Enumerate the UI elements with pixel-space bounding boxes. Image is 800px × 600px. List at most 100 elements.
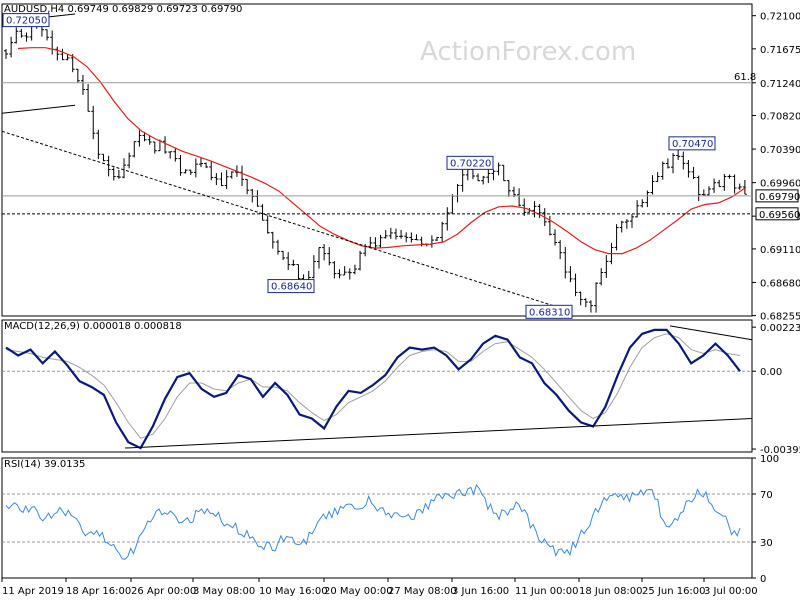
y-tick-label: 0.72100 xyxy=(760,12,800,23)
price-bar xyxy=(163,136,168,154)
price-annotation: 0.72050 xyxy=(2,13,50,28)
price-bar xyxy=(60,48,65,61)
y-tick-label: 0.70390 xyxy=(760,145,800,156)
price-bar xyxy=(122,158,127,179)
price-bar xyxy=(553,229,558,246)
price-bar xyxy=(532,201,537,218)
price-bar xyxy=(537,203,542,218)
price-bar xyxy=(9,36,14,58)
price-bar xyxy=(14,27,19,44)
price-bar xyxy=(45,29,50,41)
macd-line xyxy=(5,328,741,450)
price-bar xyxy=(388,227,393,239)
price-bar xyxy=(229,171,234,179)
price-bar xyxy=(645,190,650,208)
price-bar xyxy=(414,234,419,241)
price-bar xyxy=(399,229,404,239)
macd-signal-line xyxy=(5,333,741,439)
annotation-box xyxy=(267,279,315,294)
price-annotation: 0.70470 xyxy=(668,136,716,151)
price-bar xyxy=(496,162,501,176)
price-bar xyxy=(696,175,701,202)
y-tick-label: 0.69960 xyxy=(760,179,800,190)
price-bar xyxy=(701,189,706,196)
price-bar xyxy=(624,219,629,229)
price-bar xyxy=(337,269,342,279)
moving-average-line xyxy=(17,47,747,255)
x-tick-label: 11 Jun 00:00 xyxy=(515,586,579,597)
price-bar xyxy=(347,268,352,280)
price-bar xyxy=(132,141,137,158)
price-bar xyxy=(327,247,332,266)
price-bar xyxy=(75,68,80,83)
price-bar xyxy=(614,224,619,251)
price-bar xyxy=(558,240,563,260)
price-bar xyxy=(24,32,29,42)
price-bar xyxy=(717,179,722,188)
price-bar xyxy=(173,148,178,162)
price-bar xyxy=(281,250,286,261)
price-bar xyxy=(460,167,465,192)
price-bar xyxy=(286,252,291,270)
price-bar xyxy=(619,220,624,233)
price-bar xyxy=(332,261,337,279)
annotation-text: 0.70470 xyxy=(672,139,713,150)
price-axis-marker: 0.69560 xyxy=(755,207,800,221)
y-tick-label: 0 xyxy=(760,574,766,585)
price-bar xyxy=(291,259,296,266)
rsi-panel: 100 70 30 0 xyxy=(1,454,779,585)
price-bar xyxy=(676,149,681,160)
price-bar xyxy=(629,214,634,228)
annotation-text: 0.68310 xyxy=(529,307,570,318)
price-bar xyxy=(742,179,747,195)
price-bar xyxy=(193,158,198,178)
price-bar xyxy=(358,250,363,271)
price-bar xyxy=(19,29,24,38)
price-bar xyxy=(681,151,686,170)
price-bar xyxy=(265,215,270,234)
x-tick-label: 11 Apr 2019 xyxy=(2,586,64,597)
price-bar xyxy=(147,135,152,145)
annotation-text: 0.70220 xyxy=(450,158,491,169)
price-bar xyxy=(517,188,522,207)
price-bar xyxy=(204,162,209,169)
x-axis: 11 Apr 2019 18 Apr 16:00 26 Apr 00:003 May… xyxy=(1,578,758,597)
price-bar xyxy=(686,159,691,178)
price-bar xyxy=(311,255,316,279)
price-bar xyxy=(486,168,491,184)
price-bar xyxy=(440,221,445,242)
fib-level-label: 61.8 xyxy=(734,72,756,83)
price-bar xyxy=(383,230,388,239)
axis-marker-box xyxy=(755,189,799,203)
channel-line xyxy=(1,104,76,114)
price-bar xyxy=(727,174,732,179)
price-bar xyxy=(737,183,742,190)
price-bar xyxy=(352,264,357,275)
annotation-box xyxy=(2,13,50,28)
watermark: ActionForex.com xyxy=(420,37,636,67)
price-bar xyxy=(4,49,8,59)
price-bar xyxy=(270,231,275,249)
price-bar xyxy=(188,169,193,176)
price-bar xyxy=(116,169,121,179)
price-bar xyxy=(563,247,568,279)
price-bar xyxy=(481,175,486,185)
price-bar xyxy=(722,174,727,191)
x-tick-label: 18 Jun 08:00 xyxy=(579,586,643,597)
y-tick-label: 0.68255 xyxy=(760,312,800,323)
y-tick-label: 100 xyxy=(760,454,779,465)
y-tick-label: 0.71675 xyxy=(760,45,800,56)
y-tick-label: 0.00 xyxy=(760,367,782,378)
price-bar xyxy=(219,172,224,187)
y-tick-label: 0.002237 xyxy=(760,323,800,334)
price-title: AUDUSD,H4 0.69749 0.69829 0.69723 0.6979… xyxy=(4,4,242,15)
annotation-box xyxy=(525,304,573,319)
price-bar xyxy=(604,255,609,278)
price-bar xyxy=(275,239,280,255)
price-bar xyxy=(316,247,321,269)
price-bar xyxy=(127,152,132,169)
price-bar xyxy=(599,268,604,286)
price-bar xyxy=(209,160,214,181)
price-bar xyxy=(650,175,655,195)
